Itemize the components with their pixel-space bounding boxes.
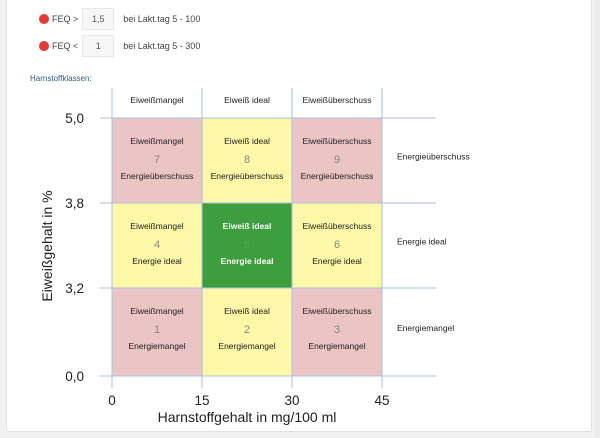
cell-number: 7 [154,154,160,166]
heatmap-cell-2 [202,288,292,376]
cell-protein-label: Eiweißmangel [130,136,183,146]
cell-number: 6 [334,239,340,251]
cell-number: 8 [244,154,250,166]
cell-number: 9 [334,154,340,166]
cell-energy-label: Energie ideal [221,256,274,266]
heatmap-cell-1 [112,288,202,376]
heatmap-cell-7 [112,118,202,203]
cell-energy-label: Energie ideal [132,256,182,266]
y-axis-label: Eiweißgehalt in % [39,190,55,301]
row-label: Energie ideal [397,237,447,247]
cell-energy-label: Energiemangel [218,341,275,351]
y-tick-label: 0,0 [65,369,84,384]
cell-number: 2 [244,324,250,336]
cell-protein-label: Eiweiß ideal [223,221,272,231]
row-label: Energieüberschuss [397,152,470,162]
x-tick-label: 15 [194,393,209,408]
heatmap-cell-9 [292,118,382,203]
heatmap-cell-6 [292,203,382,288]
cell-energy-label: Energiemangel [308,341,365,351]
x-tick-label: 45 [374,393,389,408]
heatmap-cell-5 [202,203,292,288]
cell-protein-label: Eiweißüberschuss [303,306,372,316]
x-tick-label: 30 [284,393,299,408]
cell-number: 1 [154,324,160,336]
feq-upper-input[interactable] [82,8,115,30]
cell-energy-label: Energiemangel [128,341,185,351]
section-label: Harnstoffklassen: [30,74,92,83]
cell-protein-label: Eiweißüberschuss [303,136,372,146]
column-header: Eiweißmangel [130,95,183,105]
feq-upper-row: FEQ > bei Lakt.tag 5 - 100 [39,7,200,31]
scrollbar-track[interactable] [594,0,600,438]
feq-lower-note: bei Lakt.tag 5 - 300 [123,41,201,51]
y-tick-label: 3,2 [65,281,84,296]
heatmap-cell-4 [112,203,202,288]
cell-energy-label: Energie ideal [312,256,362,266]
status-dot-icon [39,14,49,24]
cell-protein-label: Eiweißmangel [130,221,183,231]
cell-energy-label: Energieüberschuss [121,171,194,181]
heatmap-cell-3 [292,288,382,376]
column-header: Eiweißüberschuss [303,95,372,105]
cell-protein-label: Eiweißmangel [130,306,183,316]
column-header: Eiweiß ideal [224,95,270,105]
feq-lower-input[interactable] [82,35,115,57]
feq-lower-row: FEQ < bei Lakt.tag 5 - 300 [39,34,200,58]
x-tick-label: 0 [108,393,116,408]
y-tick-label: 5,0 [65,111,84,126]
feq-upper-note: bei Lakt.tag 5 - 100 [123,14,201,24]
cell-protein-label: Eiweißüberschuss [303,221,372,231]
cell-number: 5 [244,239,250,251]
cell-number: 4 [154,239,160,251]
cell-protein-label: Eiweiß ideal [224,306,270,316]
cell-energy-label: Energieüberschuss [301,171,374,181]
cell-energy-label: Energieüberschuss [211,171,284,181]
x-axis-label: Harnstoffgehalt in mg/100 ml [158,409,337,425]
y-tick-label: 3,8 [65,196,84,211]
row-label: Energiemangel [397,323,454,333]
cell-number: 3 [334,324,340,336]
feq-lower-label: FEQ < [52,41,79,51]
heatmap-cell-8 [202,118,292,203]
status-dot-icon [39,41,49,51]
feq-upper-label: FEQ > [52,14,79,24]
cell-protein-label: Eiweiß ideal [224,136,270,146]
